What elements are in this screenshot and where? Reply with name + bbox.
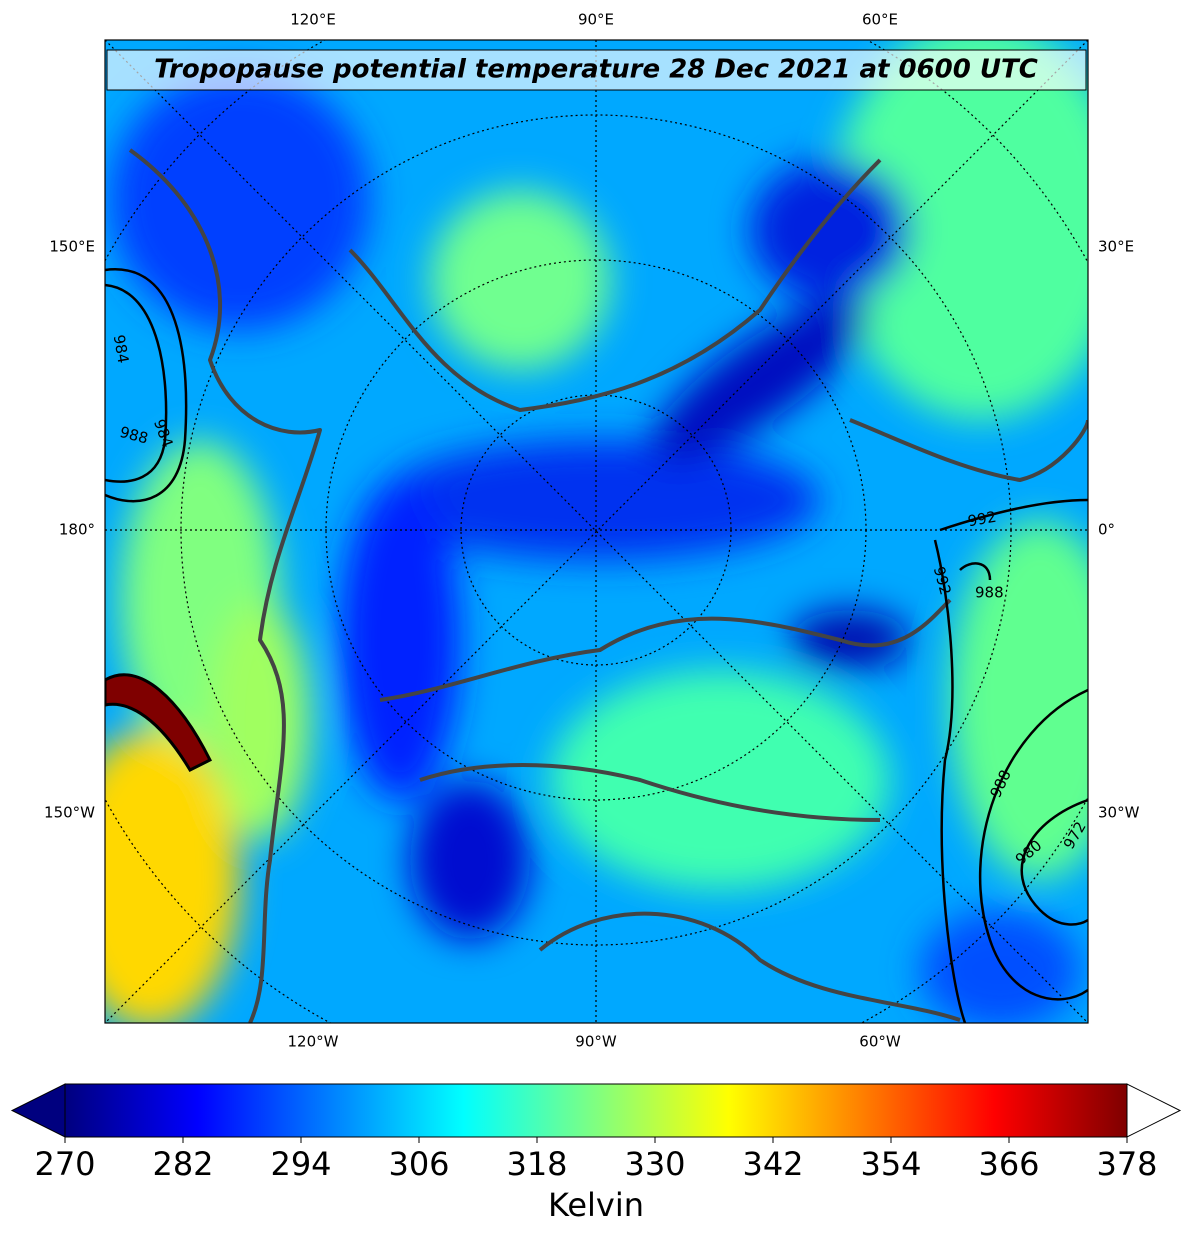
contour-label: 984 <box>110 333 133 364</box>
colorbar: 270 282 294 306 318 330 342 354 366 378 <box>10 1083 1182 1183</box>
lon-label: 120°E <box>290 11 336 29</box>
colorbar-tick-label: 378 <box>1096 1145 1157 1183</box>
colorbar-tick-label: 306 <box>388 1145 449 1183</box>
contour-label: 988 <box>975 584 1004 602</box>
colorbar-tick-label: 282 <box>152 1145 213 1183</box>
lon-label: 90°W <box>575 1033 617 1051</box>
colorbar-extend-over <box>1126 1083 1182 1138</box>
lon-label: 30°E <box>1098 238 1134 256</box>
colorbar-tick-label: 354 <box>860 1145 921 1183</box>
colorbar-bar <box>64 1083 1128 1138</box>
colorbar-tick-label: 270 <box>34 1145 95 1183</box>
lon-label: 0° <box>1098 521 1115 539</box>
colorbar-tick-label: 318 <box>506 1145 567 1183</box>
lon-label: 90°E <box>578 11 614 29</box>
lon-label: 150°W <box>44 804 95 822</box>
lon-label: 30°W <box>1098 804 1140 822</box>
colorbar-tick-label: 330 <box>624 1145 685 1183</box>
contour-label: 992 <box>966 508 997 531</box>
map-field <box>105 40 1088 1023</box>
colorbar-extend-under <box>10 1083 66 1138</box>
map-frame <box>104 39 1089 1024</box>
colorbar-label: Kelvin <box>548 1186 644 1224</box>
title-box <box>106 49 1087 91</box>
lon-label: 120°W <box>288 1033 339 1051</box>
lon-label: 150°E <box>49 238 95 256</box>
lon-label: 60°W <box>859 1033 901 1051</box>
colorbar-tick-label: 366 <box>978 1145 1039 1183</box>
lon-label: 60°E <box>862 11 898 29</box>
lon-label: 180° <box>59 521 95 539</box>
colorbar-tick-label: 342 <box>742 1145 803 1183</box>
title: Tropopause potential temperature 28 Dec … <box>154 55 1038 85</box>
colorbar-tick-label: 294 <box>270 1145 331 1183</box>
